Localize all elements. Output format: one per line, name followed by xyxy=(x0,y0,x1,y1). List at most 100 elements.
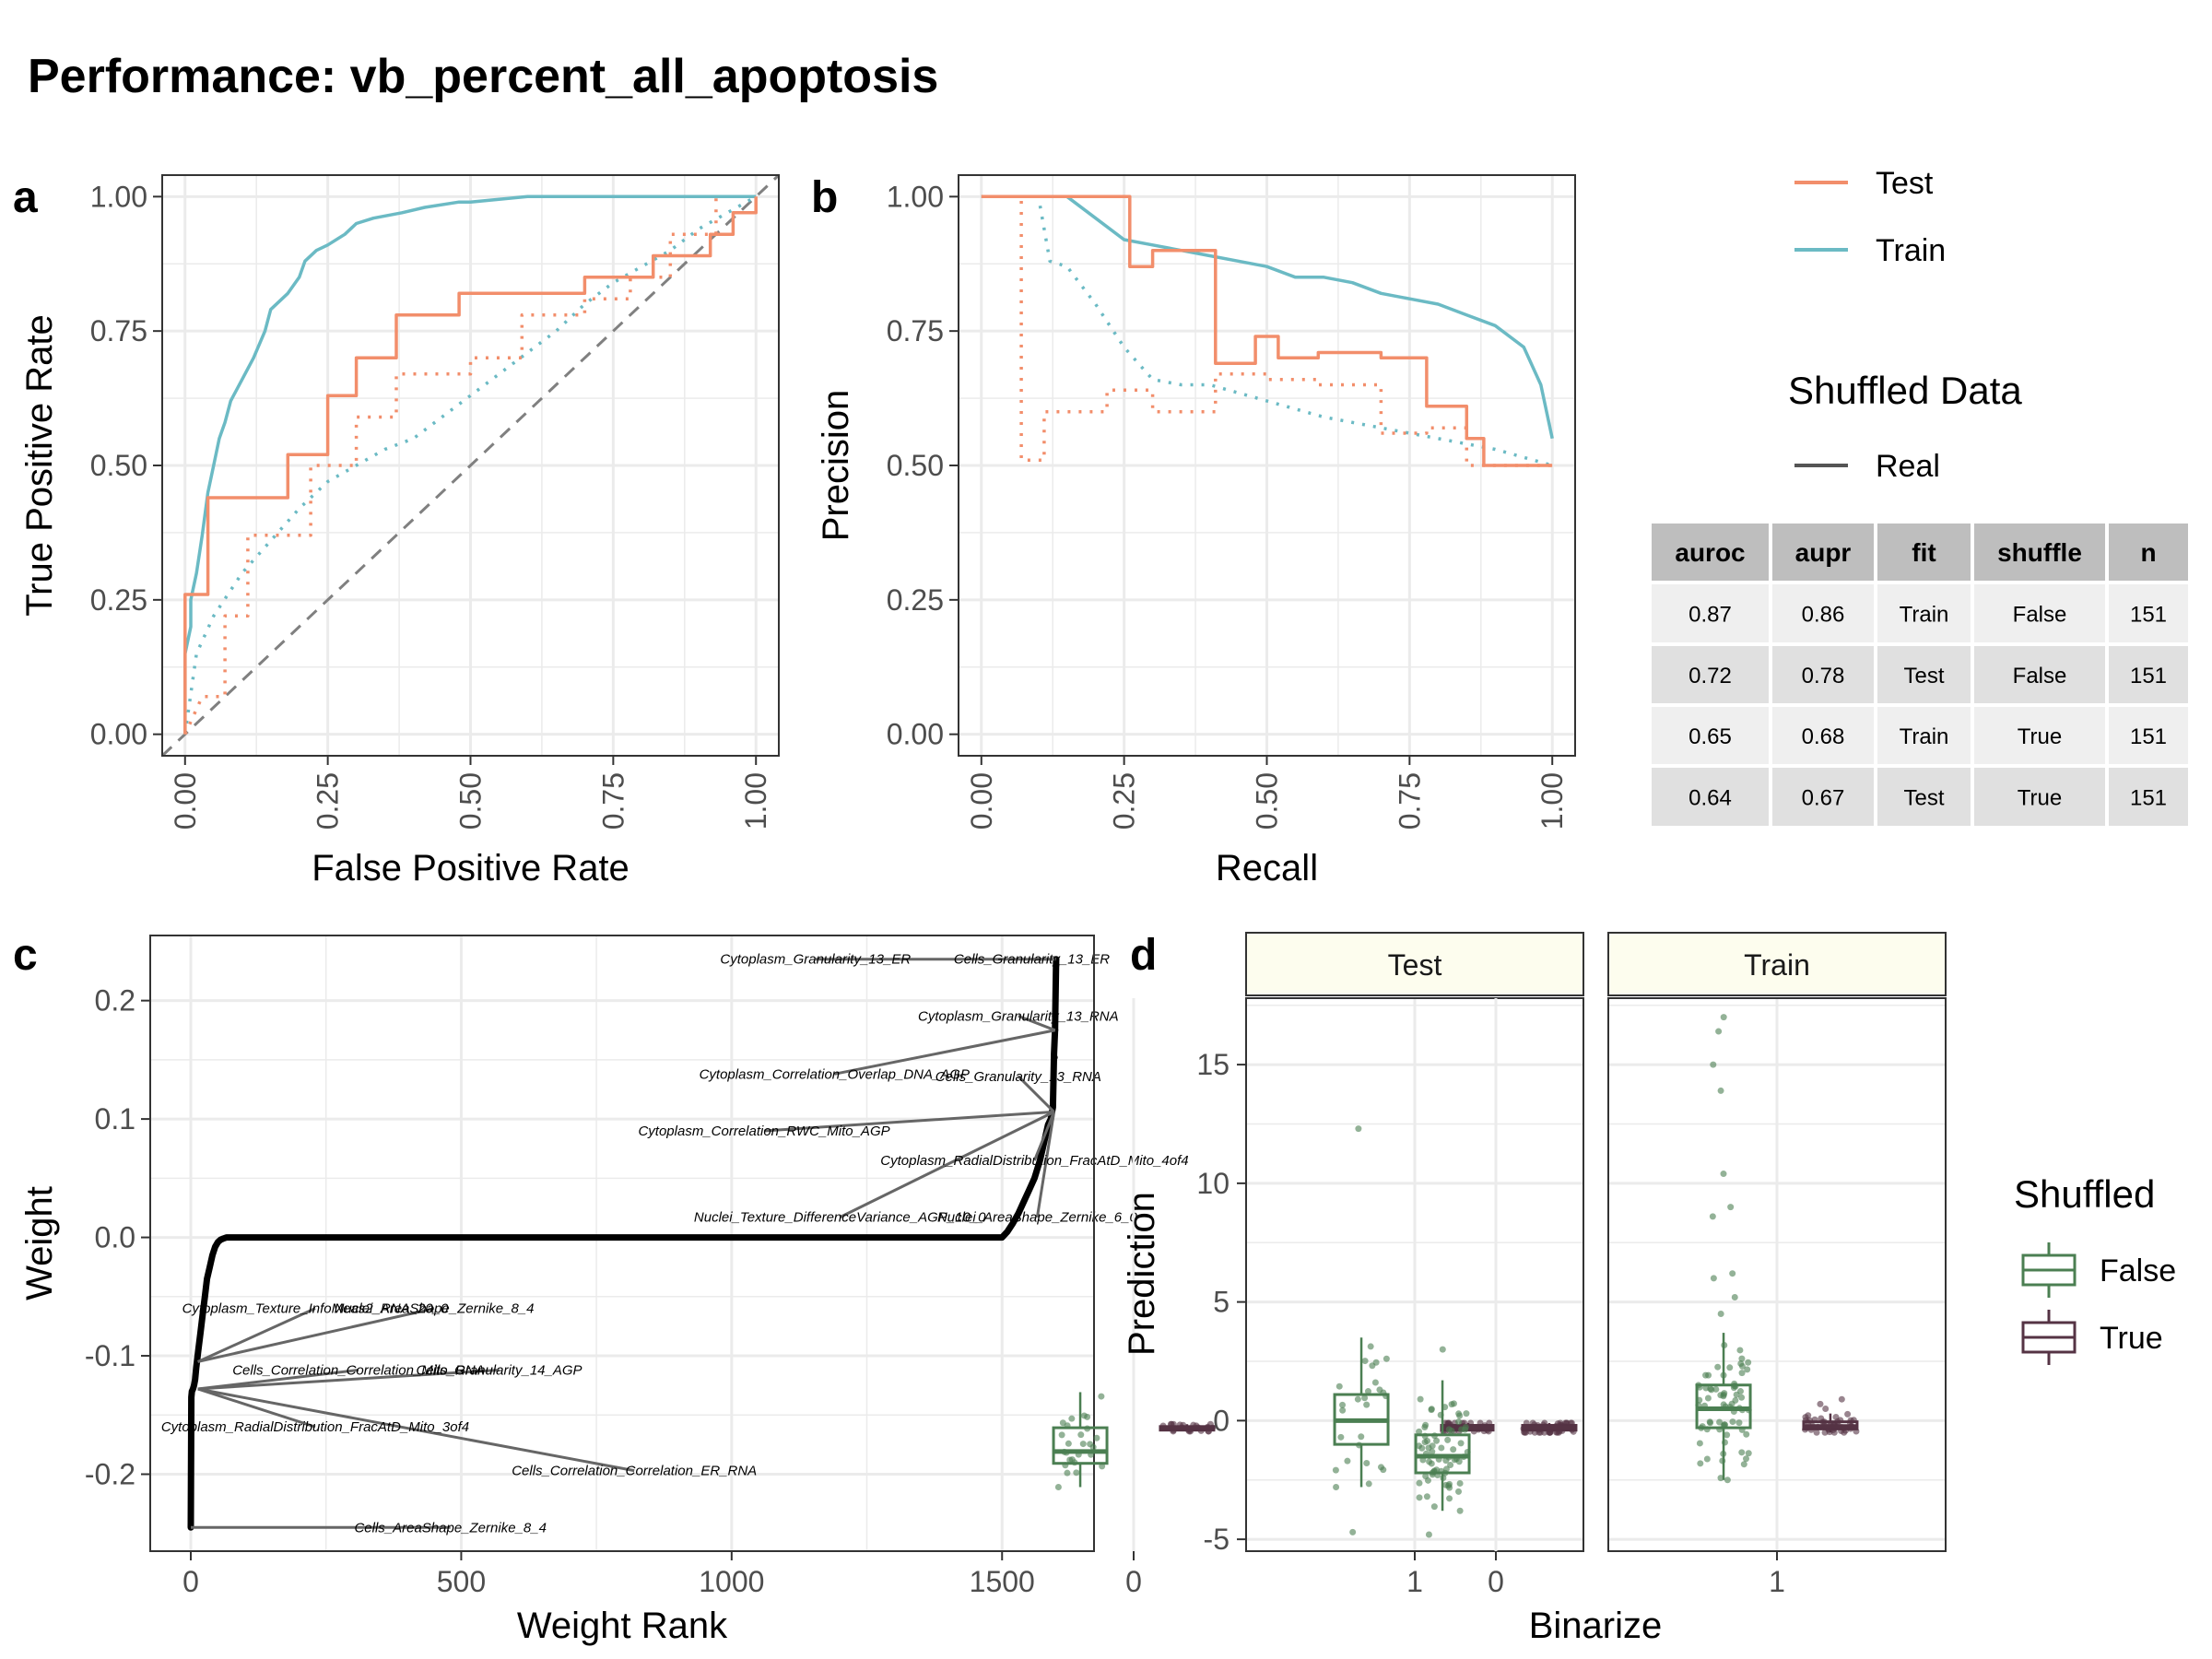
jitter-point xyxy=(1077,1431,1085,1439)
panel-b-precision-recall: 0.00 0.00 0.25 0.25 0.50 0.50 0.75 0.75 1.00 1.00… xyxy=(811,173,1576,888)
jitter-point xyxy=(1732,1396,1739,1404)
x-tick-label: 0.00 xyxy=(965,772,998,830)
x-tick-label: 1 xyxy=(1406,1565,1423,1598)
jitter-point xyxy=(1745,1359,1752,1366)
outlier-point xyxy=(1710,1275,1717,1282)
table-cell-bg xyxy=(2109,707,2188,764)
jitter-point xyxy=(1054,1483,1062,1490)
panel-a-roc: 0.00 0.00 0.25 0.25 0.50 0.50 0.75 0.75 1.00 1.00… xyxy=(13,173,781,888)
panel-label: b xyxy=(811,173,838,222)
table-cell-bg xyxy=(1772,584,1874,642)
x-tick-label: 0 xyxy=(1488,1565,1504,1598)
x-axis-title: Weight Rank xyxy=(517,1606,728,1646)
label-connector xyxy=(197,1368,500,1391)
jitter-point xyxy=(1729,1418,1736,1426)
jitter-point xyxy=(1714,1363,1722,1371)
jitter-point xyxy=(1720,1393,1727,1400)
jitter-point xyxy=(1743,1455,1750,1463)
outlier-point xyxy=(1710,1061,1717,1068)
series-train-real xyxy=(981,194,1554,440)
box-iqr xyxy=(1695,1383,1752,1430)
table-cell-bg xyxy=(1877,768,1971,826)
table-cell: 0.72 xyxy=(1688,664,1732,688)
outlier-point xyxy=(1727,1204,1735,1211)
facet-border xyxy=(1607,997,1947,1552)
table-cell-bg xyxy=(2109,768,2188,826)
jitter-point xyxy=(1354,1395,1361,1403)
feature-label: Nuclei_AreaShape_Zernike_6_0 xyxy=(937,1210,1137,1226)
table-header-cell xyxy=(1974,524,2105,581)
table-cell-bg xyxy=(1877,646,1971,703)
table-cell-bg xyxy=(1652,707,1769,764)
x-axis-title: Binarize xyxy=(1529,1606,1663,1646)
table-cell-bg xyxy=(1974,768,2105,826)
jitter-point xyxy=(1416,1494,1423,1501)
legend-title: Shuffled xyxy=(2014,1172,2155,1216)
weight-point xyxy=(1052,1012,1059,1019)
y-tick-label: 10 xyxy=(1196,1167,1230,1200)
jitter-point xyxy=(1430,1503,1438,1511)
jitter-point xyxy=(1696,1440,1703,1447)
jitter-point xyxy=(1447,1462,1454,1469)
jitter-point xyxy=(1361,1394,1369,1402)
x-axis-title: Recall xyxy=(1216,848,1318,888)
table-cell: Test xyxy=(1903,786,1944,811)
feature-label: Cells_Granularity_14_AGP xyxy=(416,1362,582,1378)
series-train-real xyxy=(183,194,757,735)
y-tick-label: 0.50 xyxy=(887,449,944,482)
jitter-point xyxy=(1821,1429,1829,1436)
table-cell: 0.67 xyxy=(1802,786,1845,811)
jitter-point xyxy=(1421,1423,1429,1430)
table-cell-bg xyxy=(1877,584,1971,642)
x-tick-label: 0.25 xyxy=(312,772,345,830)
feature-label: Cytoplasm_Granularity_13_RNA xyxy=(918,1008,1119,1024)
table-cell-bg xyxy=(1974,584,2105,642)
feature-label: Cytoplasm_Correlation_Overlap_DNA_AGP xyxy=(700,1066,970,1082)
x-tick-label: 1 xyxy=(1769,1565,1785,1598)
outlier-point xyxy=(1439,1346,1446,1353)
outlier-point xyxy=(1349,1528,1357,1535)
jitter-point xyxy=(1417,1395,1424,1403)
diagonal-reference-line xyxy=(160,173,781,758)
y-tick-label: -0.1 xyxy=(85,1339,135,1372)
table-cell-bg xyxy=(2109,584,2188,642)
y-tick-label: 1.00 xyxy=(887,180,944,213)
jitter-point xyxy=(1463,1410,1470,1418)
table-cell: Train xyxy=(1900,724,1949,749)
facet-strip-label-test: Test xyxy=(1388,948,1442,982)
table-header-cell xyxy=(1877,524,1971,581)
panel-d-predictions: 0 1 Test 0 1 Train -5 0 5 10 15 Binarize Prediction d… xyxy=(1052,931,2176,1646)
feature-label: Cells_AreaShape_Zernike_8_4 xyxy=(354,1520,546,1535)
jitter-point xyxy=(1716,1418,1724,1426)
table-cell-bg xyxy=(1772,707,1874,764)
feature-label: Nuclei_AreaShape_Zernike_8_4 xyxy=(335,1301,535,1317)
y-tick-label: 1.00 xyxy=(90,180,147,213)
jitter-point xyxy=(1726,1364,1734,1371)
jitter-point xyxy=(1455,1458,1463,1465)
table-cell: 0.68 xyxy=(1802,724,1845,749)
panel-label: c xyxy=(13,931,38,980)
y-tick-label: 15 xyxy=(1196,1048,1230,1081)
table-header-fit: fit xyxy=(1912,538,1936,567)
legend-label: Train xyxy=(1876,233,1946,268)
outlier-point xyxy=(1720,1171,1727,1178)
series-test-real xyxy=(981,194,1553,467)
plot-border xyxy=(149,935,1095,1552)
jitter-point xyxy=(1332,1466,1339,1474)
x-tick-label: 0.50 xyxy=(1251,772,1284,830)
outlier-point xyxy=(1717,1087,1724,1094)
jitter-point xyxy=(1084,1413,1091,1420)
jitter-point xyxy=(1708,1386,1715,1394)
outlier-point xyxy=(1715,1028,1723,1035)
jitter-point xyxy=(1703,1455,1711,1463)
jitter-point xyxy=(1456,1412,1464,1419)
outlier-point xyxy=(1817,1400,1824,1407)
label-connector xyxy=(834,1029,1056,1076)
y-axis-title: Weight xyxy=(19,1186,60,1300)
jitter-point xyxy=(1337,1433,1345,1441)
box-iqr xyxy=(1414,1433,1471,1475)
plot-background xyxy=(150,935,1094,1551)
box-iqr xyxy=(1052,1426,1109,1465)
table-cell: 151 xyxy=(2130,664,2167,688)
